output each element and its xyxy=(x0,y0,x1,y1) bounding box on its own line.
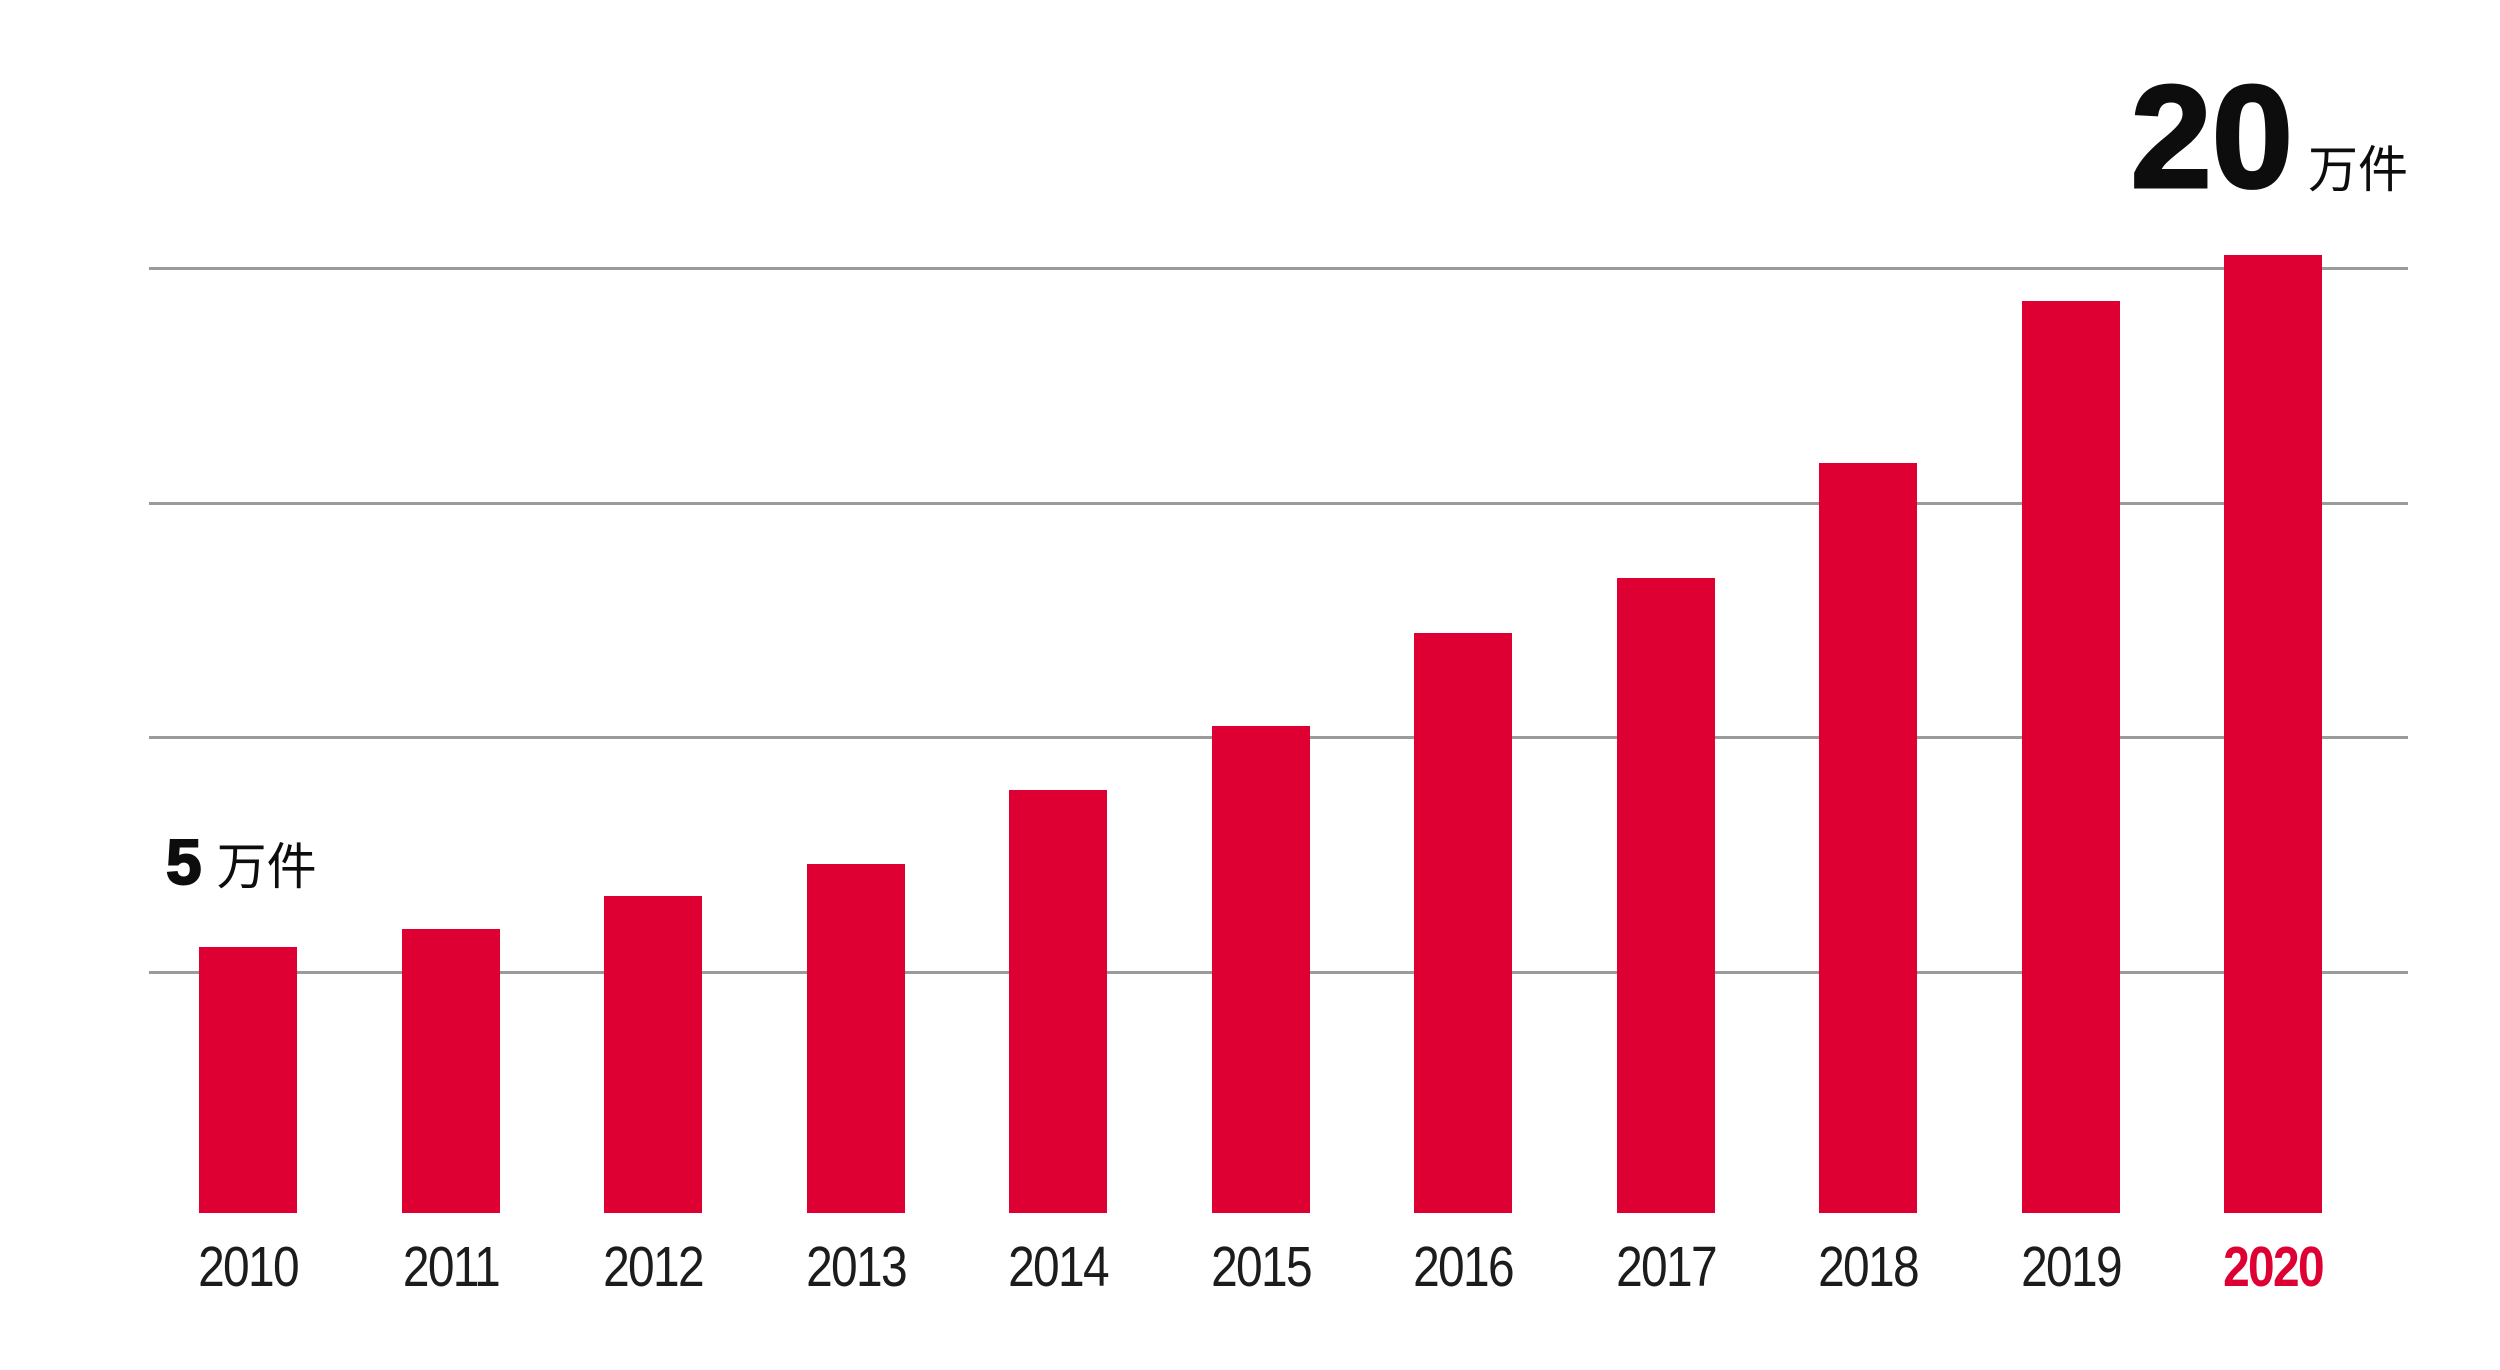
x-axis-label-2017: 2017 xyxy=(1615,1235,1717,1299)
x-axis-label-2011: 2011 xyxy=(402,1235,500,1299)
x-axis-label-2012: 2012 xyxy=(603,1235,704,1299)
bar-2015 xyxy=(1211,726,1310,1213)
x-axis-label-2016: 2016 xyxy=(1413,1235,1514,1299)
bar-2016 xyxy=(1414,633,1512,1213)
bar-2013 xyxy=(806,864,905,1213)
gridline-20 xyxy=(149,267,2408,270)
annotation-2020-value: 20 万件 xyxy=(2129,55,2408,218)
x-axis-label-2010: 2010 xyxy=(198,1235,299,1299)
annotation-2010-number: 5 xyxy=(165,826,203,898)
bar-2019 xyxy=(2021,301,2120,1213)
gridline-15 xyxy=(149,502,2408,505)
bar-2020 xyxy=(2224,255,2322,1213)
x-axis-label-2020: 2020 xyxy=(2223,1235,2324,1299)
bar-2010 xyxy=(199,947,297,1213)
x-axis-label-2018: 2018 xyxy=(1818,1235,1919,1299)
bar-2011 xyxy=(401,929,500,1213)
bar-2018 xyxy=(1819,463,1917,1213)
annotation-2020-unit: 万件 xyxy=(2308,142,2408,198)
annotation-2010-unit: 万件 xyxy=(216,839,317,895)
annotation-2010-value: 5 万件 xyxy=(165,826,317,898)
x-axis-label-2014: 2014 xyxy=(1008,1235,1109,1299)
bar-2012 xyxy=(604,896,702,1213)
x-axis-label-2019: 2019 xyxy=(2020,1235,2122,1299)
bar-2014 xyxy=(1009,790,1107,1213)
bar-2017 xyxy=(1616,578,1715,1213)
x-axis-label-2015: 2015 xyxy=(1210,1235,1312,1299)
x-axis-label-2013: 2013 xyxy=(805,1235,907,1299)
annotation-2020-number: 20 xyxy=(2129,55,2294,218)
